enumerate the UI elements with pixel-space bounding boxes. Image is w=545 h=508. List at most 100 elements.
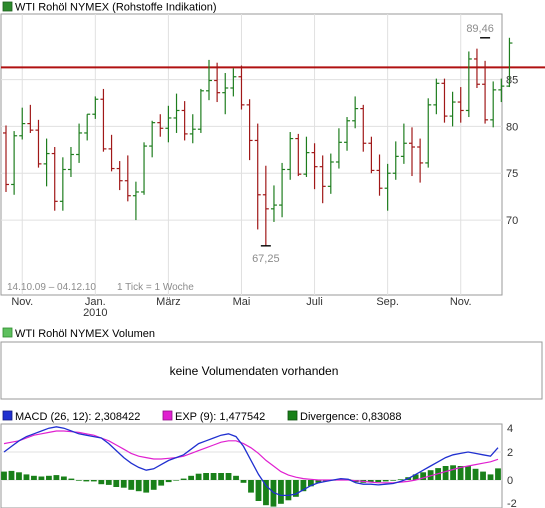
price-x-year-label: 2010 (83, 307, 107, 319)
ohlc-bar (376, 154, 383, 196)
ohlc-bar (108, 134, 115, 172)
ohlc-bar (457, 87, 464, 123)
divergence-bar (457, 466, 464, 480)
divergence-bar (442, 466, 449, 480)
ohlc-bar (400, 123, 407, 164)
ohlc-bar (303, 136, 310, 177)
ohlc-bar (352, 96, 359, 129)
divergence-legend-label: Divergence: 0,83088 (300, 411, 402, 423)
divergence-bar (16, 472, 22, 480)
divergence-bar (427, 470, 434, 480)
exp-legend-square (162, 410, 173, 421)
ohlc-bar (222, 73, 229, 115)
divergence-bar (285, 480, 292, 501)
ohlc-bar (35, 119, 42, 168)
ohlc-bar (335, 128, 342, 169)
ohlc-bar (116, 161, 123, 191)
ohlc-bar (270, 185, 277, 222)
divergence-bar (195, 473, 202, 480)
ohlc-bar (92, 96, 99, 119)
divergence-bar (68, 478, 75, 480)
macd-gridlines (1, 451, 502, 481)
divergence-bar (300, 480, 307, 492)
divergence-bar (90, 480, 97, 482)
ohlc-bar (173, 93, 180, 133)
ohlc-bar (19, 107, 26, 140)
period-label: 14.10.09 – 04.12.10 (7, 282, 96, 293)
divergence-bar (278, 480, 284, 504)
divergence-bar (8, 470, 15, 480)
divergence-bar (75, 480, 82, 481)
ohlc-bar (67, 147, 74, 177)
divergence-bar (158, 480, 165, 486)
ohlc-bar (465, 51, 472, 118)
price-legend-square (2, 1, 13, 12)
divergence-bar (293, 480, 299, 497)
ohlc-bar (327, 153, 334, 194)
divergence-bar (180, 478, 187, 480)
divergence-bar (150, 480, 157, 490)
divergence-bar (203, 473, 209, 480)
ohlc-bar (425, 98, 432, 168)
divergence-bar (173, 480, 180, 481)
macd-panel: MACD (26, 12): 2,308422 EXP (9): 1,47754… (0, 410, 517, 508)
macd-y-tick-labels: 4 2 0 -2 (507, 423, 517, 508)
ohlc-bar (27, 104, 34, 133)
macd-y-tick-label: 0 (507, 475, 513, 487)
tick-info-label: 1 Tick = 1 Woche (117, 282, 194, 293)
price-panel: WTI Rohöl NYMEX (Rohstoffe Indikation) 7… (0, 1, 545, 319)
divergence-bar (480, 471, 486, 480)
ohlc-bar (141, 142, 148, 195)
divergence-bar (397, 479, 404, 480)
divergence-bar (120, 480, 127, 488)
macd-line (3, 426, 499, 497)
price-candles (3, 37, 513, 246)
price-y-tick-label: 80 (506, 121, 518, 133)
ohlc-bar (84, 113, 91, 141)
divergence-bar (307, 480, 314, 487)
ohlc-bar (490, 81, 497, 128)
divergence-bar (38, 476, 45, 480)
ohlc-bar (287, 132, 294, 180)
ohlc-bar (441, 78, 448, 123)
divergence-bar (98, 480, 105, 485)
divergence-bar (337, 478, 344, 480)
ohlc-bar (360, 104, 367, 152)
ohlc-bar (417, 138, 424, 183)
divergence-bar (465, 466, 471, 480)
price-plot-frame (0, 13, 503, 296)
divergence-bar (135, 480, 142, 492)
divergence-bar (128, 480, 135, 490)
divergence-bar (412, 474, 419, 480)
ohlc-bar (157, 114, 164, 137)
ohlc-bar (100, 88, 107, 152)
divergence-bar (46, 475, 52, 480)
price-y-tick-labels: 70 75 80 85 (506, 75, 518, 228)
divergence-bars (1, 465, 501, 507)
divergence-bar (390, 480, 397, 481)
ohlc-bar (11, 131, 18, 195)
ohlc-bar (165, 105, 172, 143)
price-legend-label: WTI Rohöl NYMEX (Rohstoffe Indikation) (15, 2, 217, 14)
ohlc-bar (409, 127, 415, 177)
price-x-tick-label: Sep. (376, 296, 399, 308)
volume-plot-frame (0, 341, 543, 400)
ohlc-bar (498, 78, 505, 103)
price-x-tick-label: Nov. (11, 296, 33, 308)
divergence-bar (105, 480, 112, 485)
ohlc-bar (238, 65, 245, 110)
divergence-bar (263, 480, 269, 506)
ohlc-bar (246, 99, 253, 161)
ohlc-bar (392, 141, 399, 180)
divergence-bar (60, 476, 67, 480)
divergence-bar (487, 474, 494, 480)
divergence-bar (210, 473, 217, 480)
ohlc-bar (384, 163, 391, 211)
divergence-bar (472, 468, 479, 480)
ohlc-bar (149, 120, 156, 158)
volume-legend-square (2, 327, 13, 338)
divergence-bar (240, 480, 247, 483)
ohlc-bar (43, 138, 50, 187)
ohlc-bar (368, 136, 375, 174)
divergence-bar (322, 480, 329, 482)
